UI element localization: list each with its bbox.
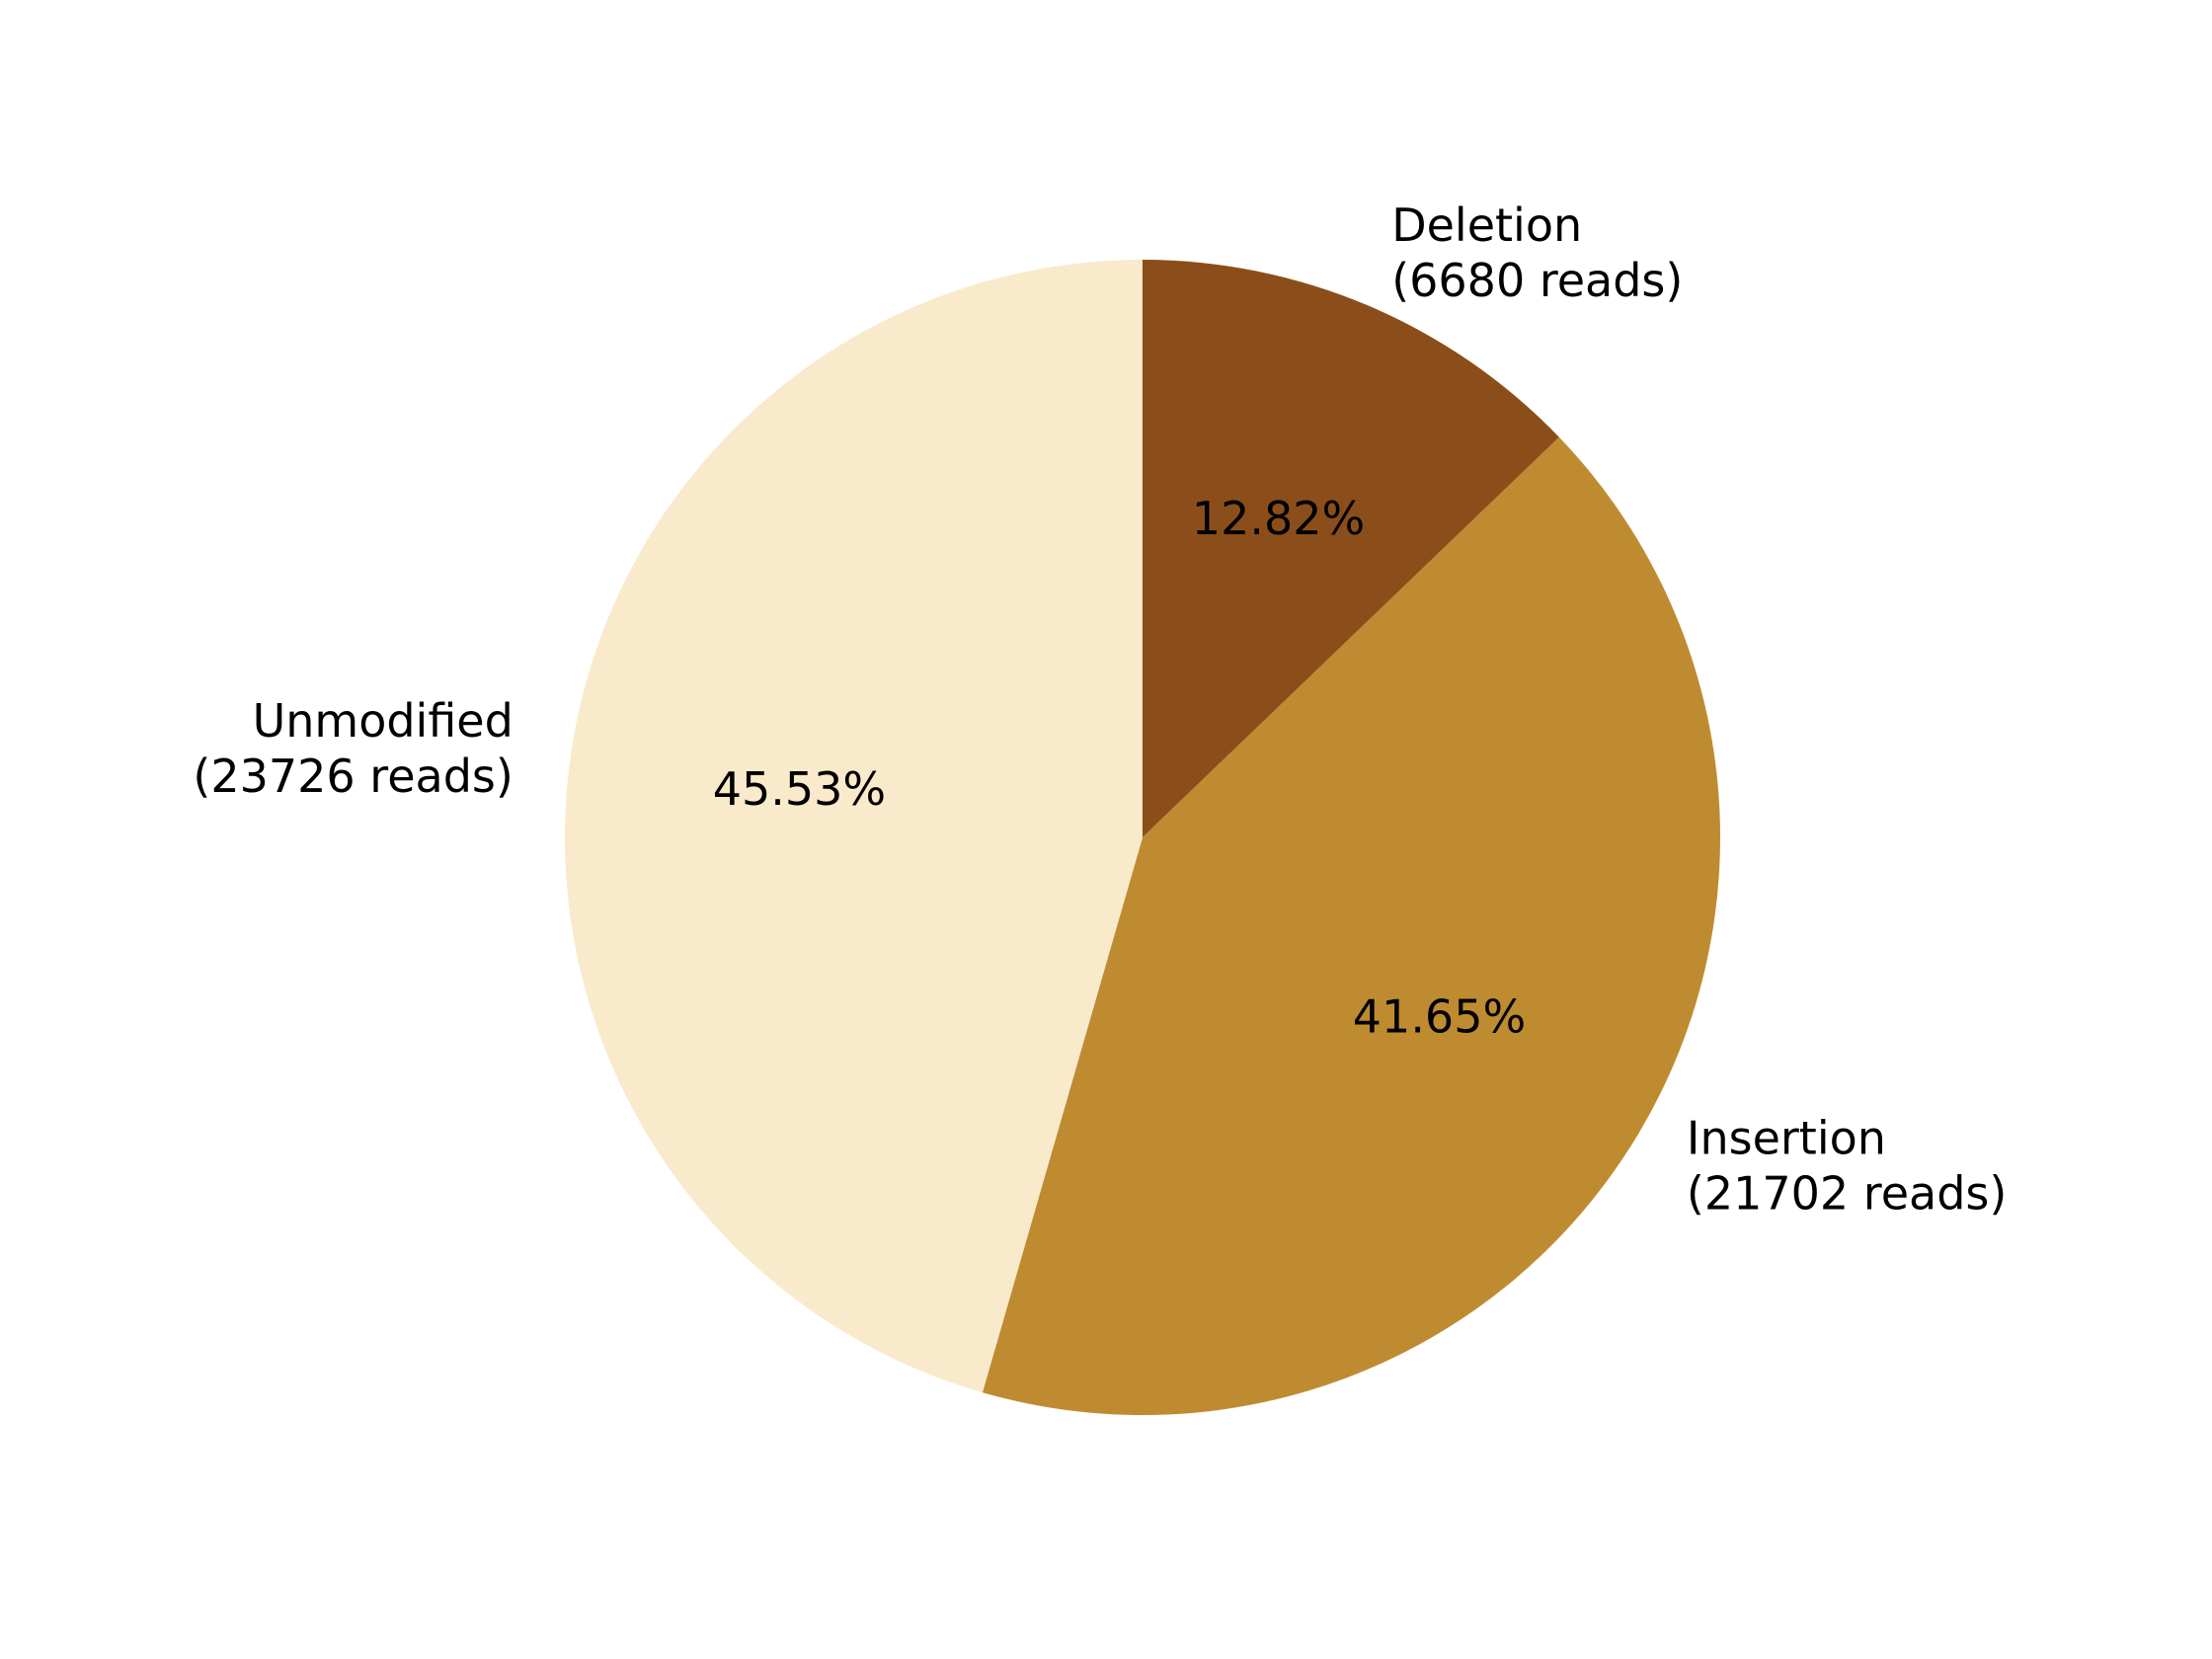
pie-slice-deletion bbox=[1143, 260, 1559, 837]
pie-category-label-unmodified: Unmodified (23726 reads) bbox=[193, 694, 513, 803]
slice-label: Deletion bbox=[1391, 198, 1582, 252]
pie-category-label-insertion: Insertion (21702 reads) bbox=[1687, 1112, 2007, 1221]
pie-percent-label-insertion: 41.65% bbox=[1353, 989, 1526, 1043]
slice-reads: (21702 reads) bbox=[1687, 1167, 2007, 1221]
pie-labels: 12.82% Deletion (6680 reads) 41.65% Insertio… bbox=[193, 198, 2007, 1221]
slice-reads: (6680 reads) bbox=[1391, 254, 1683, 307]
pie-category-label-deletion: Deletion (6680 reads) bbox=[1391, 198, 1683, 307]
pie-slice-insertion bbox=[982, 436, 1720, 1415]
slice-reads: (23726 reads) bbox=[193, 750, 513, 803]
slice-label: Unmodified bbox=[253, 694, 514, 748]
slice-label: Insertion bbox=[1687, 1112, 1886, 1165]
pie-percent-label-deletion: 12.82% bbox=[1192, 492, 1365, 545]
pie-percent-label-unmodified: 45.53% bbox=[713, 762, 886, 816]
pie-slice-unmodified bbox=[565, 259, 1143, 1393]
pie-slices bbox=[565, 259, 1720, 1415]
